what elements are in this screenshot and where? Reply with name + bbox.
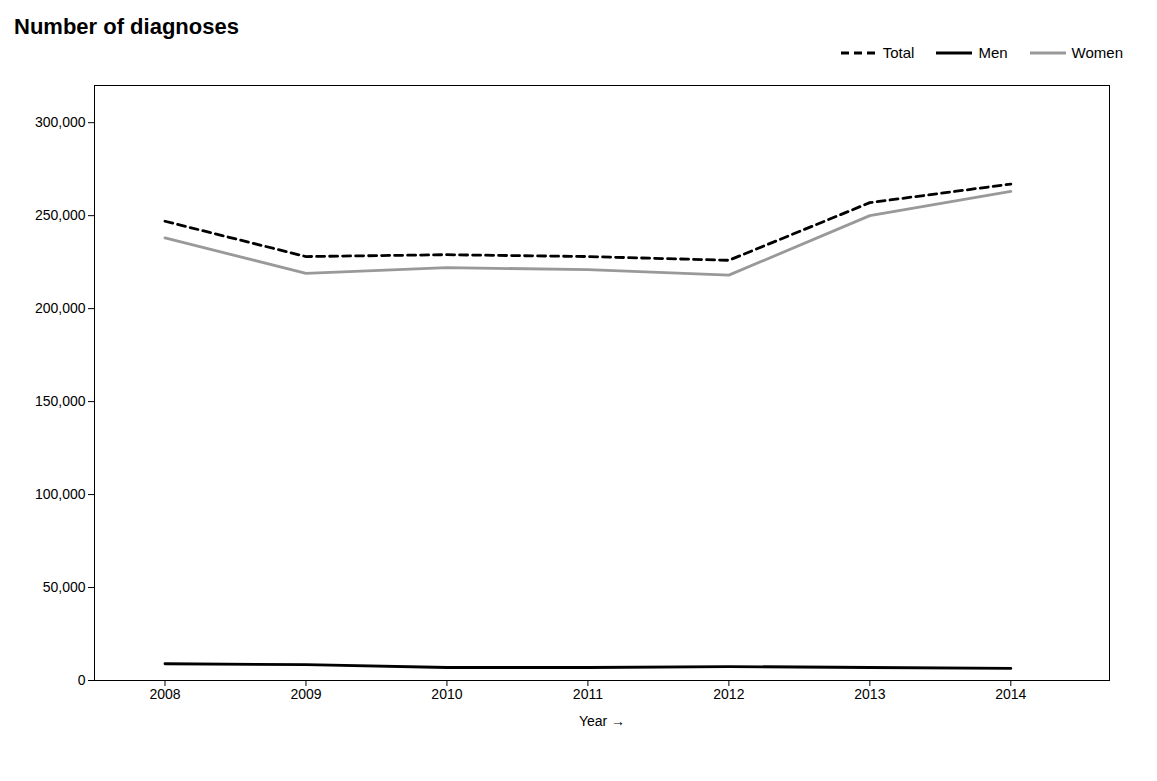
svg-text:300,000: 300,000 [35,114,86,130]
html-text:Men: Men [978,44,1008,61]
svg-text:2013: 2013 [854,686,885,702]
svg-text:150,000: 150,000 [35,393,86,409]
svg-text:2009: 2009 [290,686,321,702]
html-text:Number of diagnoses: Number of diagnoses [14,14,239,39]
svg-text:100,000: 100,000 [35,486,86,502]
html-text:Women: Women [1071,44,1123,61]
svg-text:50,000: 50,000 [43,579,86,595]
svg-text:200,000: 200,000 [35,300,86,316]
svg-text:2011: 2011 [573,686,603,702]
svg-text:250,000: 250,000 [35,207,86,223]
svg-text:2010: 2010 [431,686,462,702]
svg-text:Year →: Year → [579,713,625,729]
svg-text:0: 0 [78,672,86,688]
svg-text:2012: 2012 [713,686,744,702]
svg-text:2008: 2008 [149,686,180,702]
svg-text:2014: 2014 [995,686,1026,702]
html-text:Total: Total [882,44,915,61]
